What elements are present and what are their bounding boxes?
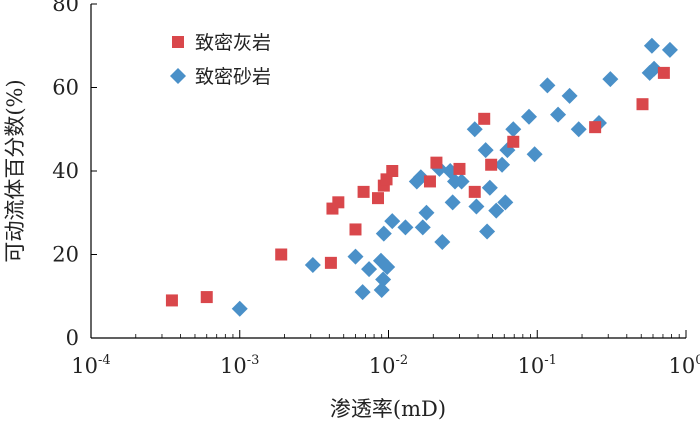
x-tick-label: 100 <box>668 353 700 378</box>
data-point-sandstone <box>550 106 567 123</box>
data-point-sandstone <box>520 108 537 125</box>
data-point-sandstone <box>453 173 470 190</box>
y-tick-label: 80 <box>52 0 79 16</box>
data-point-sandstone <box>539 77 556 94</box>
data-point-sandstone <box>375 225 392 242</box>
data-point-limestone <box>165 294 178 307</box>
data-point-sandstone <box>373 281 390 298</box>
data-point-limestone <box>349 223 362 236</box>
data-point-limestone <box>485 158 498 171</box>
data-point-sandstone <box>384 213 401 230</box>
data-point-limestone <box>453 162 466 175</box>
data-point-sandstone <box>643 37 660 54</box>
axes: 0 20 40 60 80 10-4 10-3 10-2 10-1 100 <box>52 0 700 378</box>
data-point-limestone <box>589 121 602 134</box>
data-point-limestone <box>386 165 399 177</box>
data-point-sandstone <box>602 71 619 88</box>
data-point-sandstone <box>477 142 494 159</box>
data-point-sandstone <box>497 194 514 211</box>
data-point-sandstone <box>434 233 451 250</box>
data-point-sandstone <box>468 198 485 215</box>
data-point-limestone <box>430 156 443 169</box>
x-tick-label: 10-3 <box>220 353 259 378</box>
data-point-limestone <box>657 66 670 79</box>
data-point-limestone <box>636 98 649 111</box>
data-point-sandstone <box>231 300 248 317</box>
data-point-sandstone <box>561 87 578 104</box>
legend-label: 致密砂岩 <box>195 66 271 88</box>
data-point-limestone <box>372 192 385 205</box>
data-point-sandstone <box>505 121 522 138</box>
data-point-sandstone <box>479 223 496 240</box>
data-point-limestone <box>478 112 491 125</box>
data-point-sandstone <box>488 202 505 219</box>
data-point-sandstone <box>354 284 371 301</box>
data-point-sandstone <box>361 261 378 278</box>
y-tick-label: 0 <box>66 326 79 350</box>
y-tick-label: 40 <box>52 159 79 183</box>
data-point-limestone <box>468 185 481 198</box>
data-point-sandstone <box>481 179 498 196</box>
data-point-sandstone <box>397 219 414 236</box>
x-axis-title: 渗透率(mD) <box>330 397 446 421</box>
data-point-sandstone <box>526 146 543 163</box>
y-axis-title: 可动流体百分数(%) <box>3 79 27 262</box>
y-tick-label: 60 <box>52 76 79 100</box>
data-point-sandstone <box>375 271 392 288</box>
x-tick-label: 10-1 <box>518 353 557 378</box>
data-point-sandstone <box>444 194 461 211</box>
x-tick-label: 10-2 <box>369 353 408 378</box>
legend-label: 致密灰岩 <box>195 32 271 54</box>
data-point-sandstone <box>570 121 587 138</box>
data-point-limestone <box>357 185 370 198</box>
data-points <box>165 37 678 317</box>
x-tick-label: 10-4 <box>71 353 110 378</box>
data-point-sandstone <box>347 248 364 265</box>
data-point-limestone <box>423 175 436 188</box>
data-point-sandstone <box>418 204 435 221</box>
data-point-sandstone <box>379 259 396 276</box>
data-point-sandstone <box>494 156 511 173</box>
data-point-sandstone <box>466 121 483 138</box>
data-point-limestone <box>332 196 345 209</box>
data-point-sandstone <box>661 41 678 58</box>
data-point-sandstone <box>304 256 321 273</box>
data-point-sandstone <box>414 219 431 236</box>
data-point-limestone <box>324 256 337 269</box>
data-point-limestone <box>275 248 288 261</box>
legend-marker <box>170 68 186 84</box>
legend-marker <box>172 36 184 48</box>
y-tick-label: 20 <box>52 243 79 267</box>
data-point-limestone <box>507 135 520 148</box>
data-point-limestone <box>200 291 213 304</box>
